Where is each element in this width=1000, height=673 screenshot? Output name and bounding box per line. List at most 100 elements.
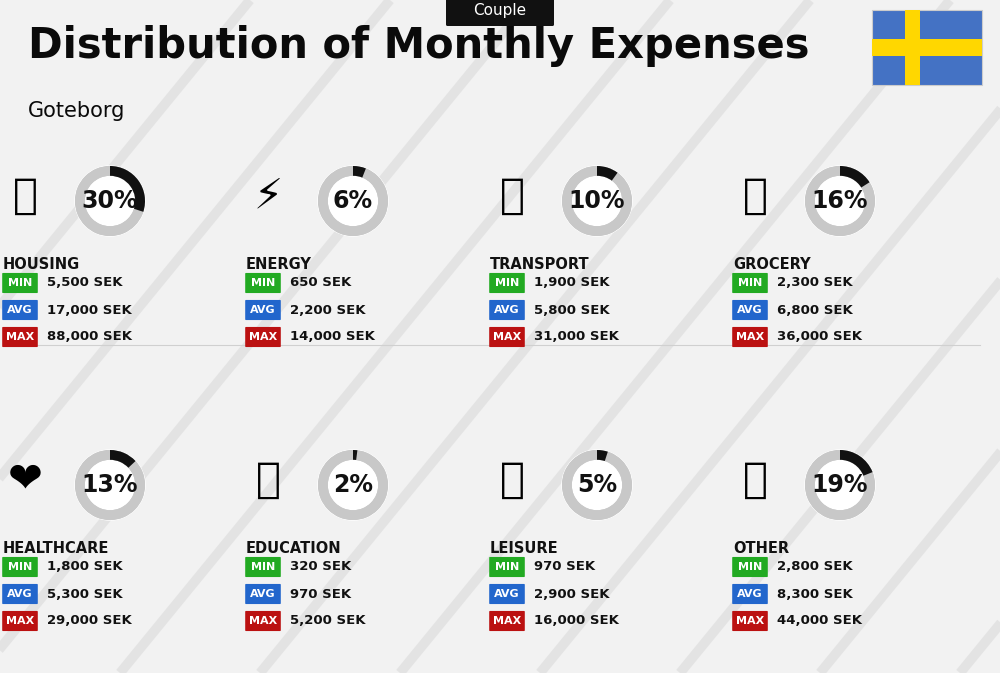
Text: 19%: 19% [812,473,868,497]
Circle shape [85,460,135,510]
Text: 🏗: 🏗 [13,175,38,217]
Wedge shape [805,450,875,520]
Wedge shape [562,166,632,236]
Text: 🚌: 🚌 [500,175,524,217]
Text: 970 SEK: 970 SEK [534,561,595,573]
Text: MAX: MAX [249,616,277,626]
Text: 29,000 SEK: 29,000 SEK [47,614,132,627]
Text: HEALTHCARE: HEALTHCARE [3,541,109,556]
FancyBboxPatch shape [245,327,281,347]
Text: 1,900 SEK: 1,900 SEK [534,277,610,289]
Text: MIN: MIN [251,562,275,572]
Text: AVG: AVG [737,589,763,599]
Circle shape [562,450,632,520]
Text: 1,800 SEK: 1,800 SEK [47,561,123,573]
Circle shape [75,450,145,520]
Wedge shape [75,166,145,236]
FancyBboxPatch shape [245,273,281,293]
FancyBboxPatch shape [2,611,38,631]
Circle shape [318,450,388,520]
FancyBboxPatch shape [872,39,982,56]
Text: 44,000 SEK: 44,000 SEK [777,614,862,627]
FancyBboxPatch shape [732,584,768,604]
Text: MAX: MAX [249,332,277,342]
Text: 16%: 16% [812,189,868,213]
FancyBboxPatch shape [2,327,38,347]
Text: AVG: AVG [7,305,33,315]
Text: 970 SEK: 970 SEK [290,588,351,600]
Text: HOUSING: HOUSING [3,257,80,272]
Text: 650 SEK: 650 SEK [290,277,351,289]
Text: LEISURE: LEISURE [490,541,559,556]
Text: AVG: AVG [737,305,763,315]
FancyBboxPatch shape [245,300,281,320]
Circle shape [75,166,145,236]
Wedge shape [318,450,388,520]
Text: ⚡: ⚡ [253,175,283,217]
Circle shape [562,166,632,236]
Text: ❤: ❤ [8,459,42,501]
FancyBboxPatch shape [732,327,768,347]
Wedge shape [353,450,357,460]
Wedge shape [75,166,145,236]
Text: AVG: AVG [250,589,276,599]
Wedge shape [75,450,145,520]
Text: MIN: MIN [251,278,275,288]
Text: AVG: AVG [494,589,520,599]
Text: 36,000 SEK: 36,000 SEK [777,330,862,343]
Text: 2%: 2% [333,473,373,497]
Text: MAX: MAX [736,616,764,626]
Text: 👜: 👜 [742,459,768,501]
Circle shape [815,176,865,226]
Text: AVG: AVG [7,589,33,599]
FancyBboxPatch shape [489,300,525,320]
Wedge shape [805,450,875,520]
FancyBboxPatch shape [2,273,38,293]
FancyBboxPatch shape [872,10,982,85]
Text: TRANSPORT: TRANSPORT [490,257,590,272]
Wedge shape [318,166,388,236]
Wedge shape [597,450,608,461]
Wedge shape [110,166,145,212]
Text: GROCERY: GROCERY [733,257,811,272]
FancyBboxPatch shape [732,300,768,320]
FancyBboxPatch shape [2,584,38,604]
Text: MIN: MIN [8,562,32,572]
FancyBboxPatch shape [245,557,281,577]
Text: 2,200 SEK: 2,200 SEK [290,304,366,316]
Text: MAX: MAX [736,332,764,342]
Wedge shape [318,450,388,520]
Text: 17,000 SEK: 17,000 SEK [47,304,132,316]
Text: 16,000 SEK: 16,000 SEK [534,614,619,627]
Wedge shape [562,450,632,520]
Text: 8,300 SEK: 8,300 SEK [777,588,853,600]
Circle shape [572,176,622,226]
Wedge shape [840,166,870,188]
Text: 31,000 SEK: 31,000 SEK [534,330,619,343]
Wedge shape [597,166,618,180]
Text: 🎓: 🎓 [256,459,280,501]
Text: MIN: MIN [738,562,762,572]
Text: 13%: 13% [82,473,138,497]
FancyBboxPatch shape [489,584,525,604]
Text: Distribution of Monthly Expenses: Distribution of Monthly Expenses [28,25,810,67]
Wedge shape [805,166,875,236]
Text: MIN: MIN [495,562,519,572]
Text: EDUCATION: EDUCATION [246,541,342,556]
Text: MAX: MAX [493,332,521,342]
FancyBboxPatch shape [732,273,768,293]
Text: 10%: 10% [569,189,625,213]
Text: 5,500 SEK: 5,500 SEK [47,277,122,289]
Text: 🛍: 🛍 [500,459,524,501]
Circle shape [318,166,388,236]
FancyBboxPatch shape [732,557,768,577]
Text: OTHER: OTHER [733,541,789,556]
Text: 6%: 6% [333,189,373,213]
FancyBboxPatch shape [905,10,920,85]
FancyBboxPatch shape [2,557,38,577]
Text: 2,300 SEK: 2,300 SEK [777,277,853,289]
FancyBboxPatch shape [446,0,554,26]
Wedge shape [562,166,632,236]
Circle shape [805,166,875,236]
Text: 88,000 SEK: 88,000 SEK [47,330,132,343]
